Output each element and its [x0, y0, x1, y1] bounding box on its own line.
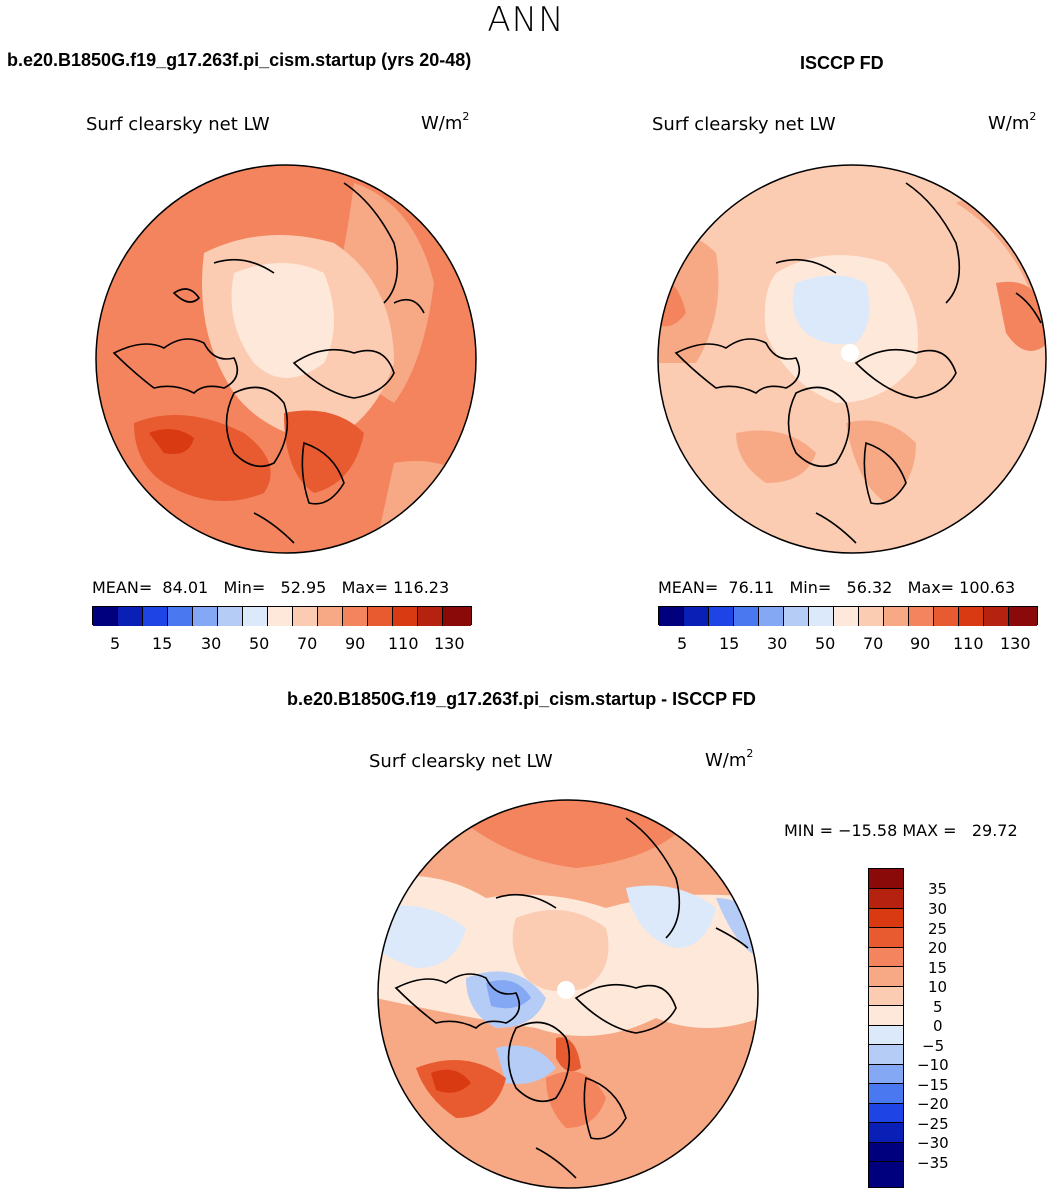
colorbar-swatch: [869, 1006, 903, 1026]
colorbar-swatch: [869, 1045, 903, 1065]
colorbar-swatch: [809, 607, 834, 626]
colorbar-tick: 35: [928, 880, 948, 898]
colorbar-tick: 90: [910, 634, 931, 653]
colorbar-swatch: [834, 607, 859, 626]
colorbar-swatch: [418, 607, 443, 626]
colorbar-tick: 0: [933, 1017, 943, 1035]
colorbar-swatch: [268, 607, 293, 626]
colorbar-swatch: [869, 1025, 903, 1045]
colorbar-swatch: [884, 607, 909, 626]
colorbar-swatch: [869, 908, 903, 928]
colorbar-tick: 70: [297, 634, 318, 653]
colorbar-tick: −35: [917, 1154, 949, 1172]
panel-1-units: W/m2: [421, 110, 470, 134]
colorbar-tick: 90: [345, 634, 366, 653]
colorbar-tick: 5: [677, 634, 688, 653]
colorbar-swatch: [984, 607, 1009, 626]
colorbar-tick: 130: [434, 634, 465, 653]
colorbar-tick: −10: [917, 1056, 949, 1074]
colorbar-tick: 70: [863, 634, 884, 653]
diff-units: W/m2: [705, 747, 754, 771]
colorbar-tick: 50: [815, 634, 836, 653]
diff-polar-map: [377, 799, 759, 1189]
panel-2-polar-map: [657, 164, 1047, 554]
colorbar-swatch: [243, 607, 268, 626]
figure-title: ANN: [487, 0, 565, 40]
colorbar-tick: 20: [928, 939, 948, 957]
panel-2-stats: MEAN= 76.11 Min= 56.32 Max= 100.63: [658, 578, 1016, 597]
colorbar-swatch: [659, 607, 684, 626]
colorbar-tick: −15: [917, 1076, 949, 1094]
colorbar-tick: 30: [767, 634, 788, 653]
colorbar-swatch: [869, 947, 903, 967]
panel-1-stats: MEAN= 84.01 Min= 52.95 Max= 116.23: [92, 578, 450, 597]
colorbar-swatch: [93, 607, 118, 626]
colorbar-swatch: [869, 1064, 903, 1084]
colorbar-tick: 50: [249, 634, 270, 653]
diff-colorbar: [868, 868, 904, 1188]
colorbar-swatch: [1009, 607, 1037, 626]
colorbar-tick: 10: [928, 978, 948, 996]
colorbar-swatch: [218, 607, 243, 626]
colorbar-tick: 110: [388, 634, 419, 653]
colorbar-tick: 110: [953, 634, 984, 653]
colorbar-swatch: [869, 869, 903, 889]
colorbar-swatch: [684, 607, 709, 626]
colorbar-swatch: [343, 607, 368, 626]
colorbar-tick: 15: [152, 634, 173, 653]
colorbar-swatch: [869, 986, 903, 1006]
diff-variable-label: Surf clearsky net LW: [369, 751, 553, 772]
panel-2-units: W/m2: [988, 110, 1037, 134]
diff-case-title: b.e20.B1850G.f19_g17.263f.pi_cism.startu…: [287, 689, 756, 709]
panel-2-variable-label: Surf clearsky net LW: [652, 114, 836, 135]
panel-1-colorbar: [92, 606, 472, 626]
panel-1-polar-map: [95, 164, 477, 554]
colorbar-swatch: [869, 967, 903, 987]
colorbar-tick: −25: [917, 1115, 949, 1133]
colorbar-swatch: [318, 607, 343, 626]
colorbar-tick: 30: [201, 634, 222, 653]
colorbar-tick: 15: [719, 634, 740, 653]
colorbar-tick: −5: [922, 1037, 945, 1055]
colorbar-swatch: [784, 607, 809, 626]
colorbar-swatch: [869, 1103, 903, 1123]
colorbar-tick: 30: [928, 900, 948, 918]
colorbar-swatch: [909, 607, 934, 626]
colorbar-swatch: [859, 607, 884, 626]
colorbar-swatch: [869, 928, 903, 948]
colorbar-swatch: [393, 607, 418, 626]
colorbar-swatch: [193, 607, 218, 626]
colorbar-tick: −20: [917, 1095, 949, 1113]
colorbar-swatch: [869, 889, 903, 909]
colorbar-swatch: [368, 607, 393, 626]
colorbar-swatch: [934, 607, 959, 626]
colorbar-tick: 130: [1000, 634, 1031, 653]
colorbar-tick: 25: [928, 920, 948, 938]
colorbar-tick: 5: [110, 634, 121, 653]
colorbar-swatch: [869, 1123, 903, 1143]
colorbar-tick: −30: [917, 1134, 949, 1152]
diff-minmax: MIN = −15.58 MAX = 29.72: [784, 821, 1018, 840]
colorbar-swatch: [168, 607, 193, 626]
colorbar-tick: 15: [928, 959, 948, 977]
colorbar-swatch: [869, 1142, 903, 1162]
colorbar-swatch: [869, 1162, 903, 1187]
colorbar-swatch: [293, 607, 318, 626]
colorbar-swatch: [734, 607, 759, 626]
colorbar-tick: 5: [933, 998, 943, 1016]
panel-2-colorbar: [658, 606, 1038, 626]
colorbar-swatch: [959, 607, 984, 626]
colorbar-swatch: [869, 1084, 903, 1104]
panel-1-variable-label: Surf clearsky net LW: [86, 114, 270, 135]
colorbar-swatch: [443, 607, 471, 626]
colorbar-swatch: [709, 607, 734, 626]
panel-1-case-title: b.e20.B1850G.f19_g17.263f.pi_cism.startu…: [7, 50, 472, 70]
colorbar-swatch: [143, 607, 168, 626]
colorbar-swatch: [759, 607, 784, 626]
panel-2-case-title: ISCCP FD: [800, 53, 884, 73]
colorbar-swatch: [118, 607, 143, 626]
